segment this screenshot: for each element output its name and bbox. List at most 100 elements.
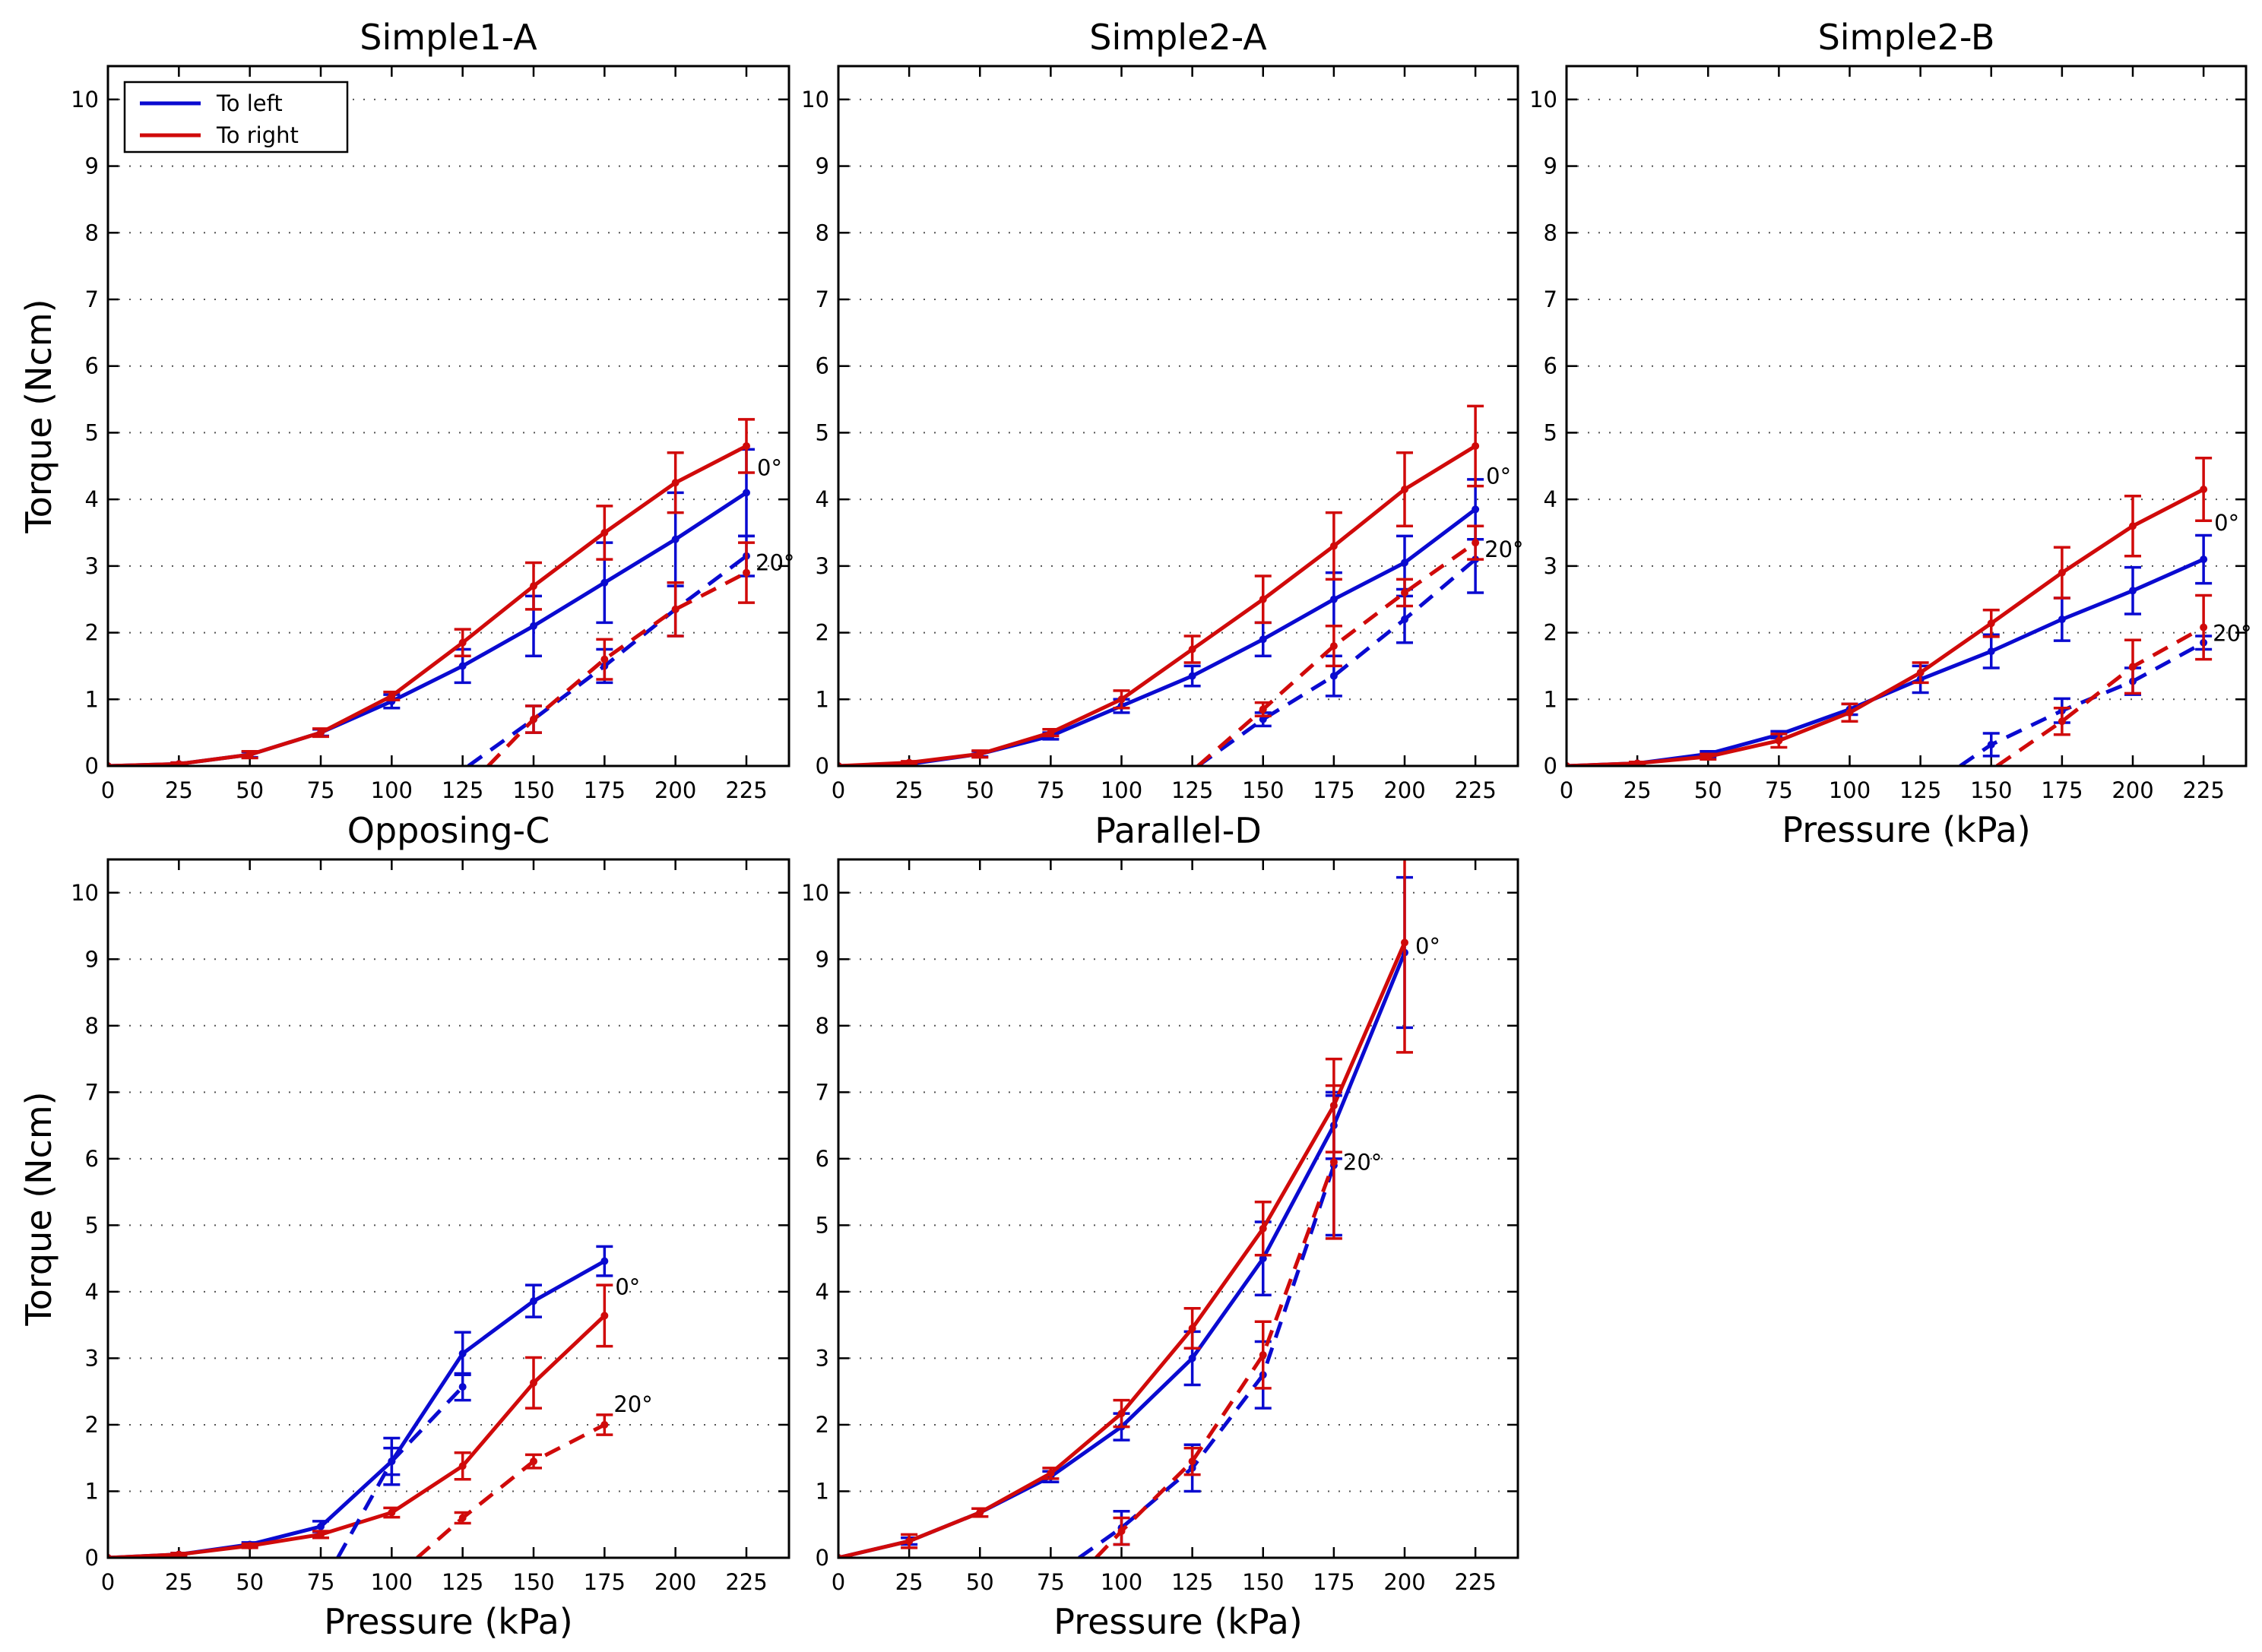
data-point xyxy=(1472,441,1480,450)
data-point xyxy=(317,1522,325,1530)
data-point xyxy=(1633,759,1642,766)
plot-area xyxy=(838,404,1484,766)
x-tick-label: 100 xyxy=(1829,777,1871,803)
series-line xyxy=(108,1259,606,1558)
series-left-dashed xyxy=(467,534,755,766)
x-axis-label: Pressure (kPa) xyxy=(1053,1601,1302,1642)
x-tick-label: 75 xyxy=(1037,1569,1065,1595)
data-point xyxy=(458,638,467,647)
series-right-dashed xyxy=(486,541,755,766)
data-point xyxy=(175,760,183,766)
y-tick-label: 3 xyxy=(85,553,99,579)
series-right-dashed xyxy=(1995,593,2213,766)
x-tick-label: 0 xyxy=(101,777,115,803)
data-point xyxy=(905,758,914,766)
x-tick-label: 25 xyxy=(1624,777,1652,803)
series-line xyxy=(838,942,1407,1558)
series-line xyxy=(416,1423,606,1558)
data-point xyxy=(1259,705,1267,714)
y-tick-label: 0 xyxy=(85,1545,99,1571)
series-line xyxy=(1995,625,2205,766)
annotation-0deg: 0° xyxy=(615,1274,640,1300)
data-point xyxy=(1188,1354,1196,1362)
x-tick-label: 25 xyxy=(895,777,923,803)
y-tick-label: 0 xyxy=(85,753,99,779)
y-tick-label: 4 xyxy=(1544,486,1557,512)
x-tick-label: 150 xyxy=(512,777,554,803)
data-point xyxy=(976,1508,984,1517)
data-point xyxy=(1259,635,1267,644)
data-point xyxy=(1047,729,1055,737)
legend-label: To right xyxy=(216,122,299,148)
y-tick-label: 5 xyxy=(816,419,829,445)
y-axis-label: Torque (Ncm) xyxy=(18,1091,59,1326)
x-tick-label: 0 xyxy=(101,1569,115,1595)
series-left-solid xyxy=(838,875,1413,1558)
x-tick-label: 25 xyxy=(895,1569,923,1595)
series-left-dashed xyxy=(1078,1093,1342,1558)
data-point xyxy=(1401,559,1408,567)
y-tick-label: 1 xyxy=(85,1478,99,1504)
x-tick-label: 0 xyxy=(832,1569,845,1595)
y-tick-label: 7 xyxy=(1544,286,1557,312)
series-left-solid xyxy=(108,1245,613,1558)
y-tick-label: 9 xyxy=(85,153,99,179)
annotation-0deg: 0° xyxy=(2214,510,2239,536)
data-point xyxy=(671,479,680,487)
data-point xyxy=(246,751,254,759)
y-tick-label: 10 xyxy=(801,87,829,112)
y-tick-label: 3 xyxy=(1544,553,1557,579)
data-point xyxy=(1117,695,1126,704)
x-tick-label: 75 xyxy=(1765,777,1793,803)
series-line xyxy=(1959,641,2205,766)
y-tick-label: 2 xyxy=(816,620,829,646)
data-point xyxy=(246,1542,254,1550)
y-tick-label: 6 xyxy=(85,1146,99,1172)
data-point xyxy=(1401,588,1408,597)
axes-frame xyxy=(837,858,1519,1559)
x-tick-label: 125 xyxy=(1899,777,1941,803)
data-point xyxy=(1329,672,1338,680)
annotation-20deg: 20° xyxy=(613,1391,652,1417)
y-tick-label: 1 xyxy=(816,1478,829,1504)
x-tick-label: 100 xyxy=(1101,777,1142,803)
data-point xyxy=(317,729,325,737)
data-point xyxy=(530,582,537,590)
series-line xyxy=(1196,558,1477,766)
data-point xyxy=(1047,1469,1055,1477)
y-tick-label: 0 xyxy=(816,753,829,779)
data-point xyxy=(1987,740,1995,748)
x-tick-label: 75 xyxy=(307,1569,335,1595)
annotation-0deg: 0° xyxy=(1486,464,1511,489)
annotation-0deg: 0° xyxy=(1415,933,1440,959)
axes-frame xyxy=(1565,65,2248,767)
x-tick-label: 125 xyxy=(442,1569,483,1595)
data-point xyxy=(2129,522,2137,530)
series-right-solid xyxy=(1567,457,2213,766)
series-right-dashed xyxy=(1196,524,1484,766)
series-line xyxy=(1567,487,2205,766)
plot-area xyxy=(108,418,755,766)
data-point xyxy=(1472,539,1480,547)
series-line xyxy=(1078,1164,1336,1558)
x-tick-label: 175 xyxy=(1313,777,1354,803)
data-point xyxy=(317,1530,325,1539)
x-tick-label: 50 xyxy=(236,1569,264,1595)
y-tick-label: 9 xyxy=(85,946,99,972)
data-point xyxy=(1329,1158,1338,1166)
x-tick-label: 200 xyxy=(654,1569,696,1595)
annotation-0deg: 0° xyxy=(757,455,782,481)
y-tick-label: 4 xyxy=(816,486,829,512)
data-point xyxy=(1329,642,1338,650)
chart-title: Simple2-A xyxy=(1089,17,1267,58)
y-tick-label: 9 xyxy=(816,946,829,972)
x-tick-label: 175 xyxy=(584,777,626,803)
y-tick-label: 8 xyxy=(85,1013,99,1039)
x-tick-label: 200 xyxy=(2112,777,2153,803)
x-tick-label: 25 xyxy=(165,1569,193,1595)
data-point xyxy=(1704,752,1712,761)
y-tick-label: 10 xyxy=(71,880,99,906)
x-tick-label: 175 xyxy=(1313,1569,1354,1595)
